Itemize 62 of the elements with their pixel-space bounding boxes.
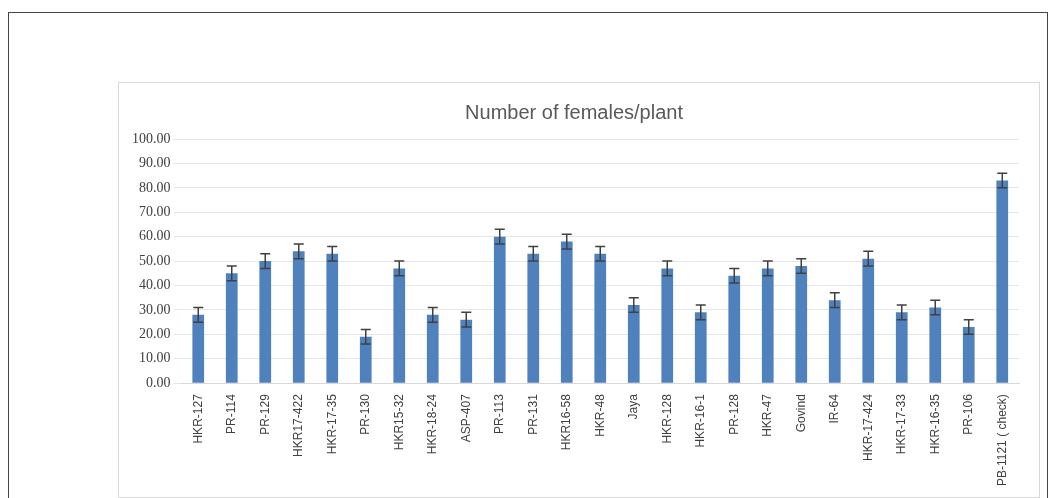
bar	[728, 275, 741, 383]
x-tick-label: HKR-47	[760, 393, 775, 437]
bar	[996, 180, 1009, 383]
bar	[962, 327, 975, 383]
bar	[326, 253, 339, 383]
y-tick-label: 100.00	[132, 130, 171, 146]
y-tick-label: 10.00	[139, 350, 171, 366]
bar	[527, 253, 540, 383]
bar	[627, 305, 640, 383]
x-tick-label: PR-130	[358, 393, 373, 435]
bar	[560, 241, 573, 383]
bar	[292, 251, 305, 383]
x-tick-label: PR-106	[961, 393, 976, 435]
bar	[259, 261, 272, 383]
x-tick-label: PR-129	[257, 393, 272, 435]
y-tick-label: 80.00	[139, 179, 171, 195]
bar	[929, 307, 942, 383]
bar	[426, 314, 439, 383]
x-tick-label: Govind	[793, 394, 808, 433]
y-tick-label: 60.00	[139, 228, 171, 244]
x-tick-label: PR-128	[726, 393, 741, 435]
x-tick-label: HKR17-422	[291, 393, 306, 457]
x-tick-label: HKR-48	[592, 393, 607, 437]
bar	[828, 300, 841, 383]
x-tick-label: HKR-128	[659, 393, 674, 444]
bar	[594, 253, 607, 383]
bar	[460, 319, 473, 383]
bar	[661, 268, 674, 383]
bar	[694, 312, 707, 383]
bar	[225, 273, 238, 383]
x-tick-label: HKR15-32	[391, 393, 406, 451]
y-tick-label: 70.00	[139, 203, 171, 219]
x-tick-label: HKR-16-35	[927, 393, 942, 455]
x-tick-label: IR-64	[827, 393, 842, 424]
x-tick-label: PR-113	[492, 393, 507, 434]
bar	[393, 268, 406, 383]
y-tick-label: 20.00	[139, 326, 171, 342]
x-tick-label: HKR-18-24	[425, 393, 440, 455]
chart-title: Number of females/plant	[465, 100, 684, 123]
y-tick-label: 0.00	[146, 374, 171, 390]
bar	[493, 236, 506, 383]
bar	[359, 336, 372, 383]
bar	[795, 265, 808, 383]
x-tick-label: HKR-127	[190, 393, 205, 444]
x-tick-label: HKR-17-424	[860, 393, 875, 461]
x-tick-label: ASP-407	[458, 393, 473, 443]
x-tick-label: HKR16-58	[559, 393, 574, 451]
bar	[761, 268, 774, 383]
bar	[895, 312, 908, 383]
x-tick-label: HKR-16-1	[693, 393, 708, 448]
x-tick-label: Jaya	[626, 393, 641, 420]
x-tick-label: PR-114	[224, 393, 239, 434]
bar	[862, 258, 875, 383]
y-tick-label: 30.00	[139, 301, 171, 317]
x-tick-label: PB-1121 ( check)	[994, 394, 1009, 487]
x-tick-label: HKR-17-33	[894, 393, 909, 455]
y-tick-label: 90.00	[139, 155, 171, 171]
x-tick-label: PR-131	[525, 393, 540, 435]
x-tick-label: HKR-17-35	[324, 393, 339, 455]
y-tick-label: 40.00	[139, 277, 171, 293]
bar	[192, 314, 205, 383]
y-tick-label: 50.00	[139, 252, 171, 268]
